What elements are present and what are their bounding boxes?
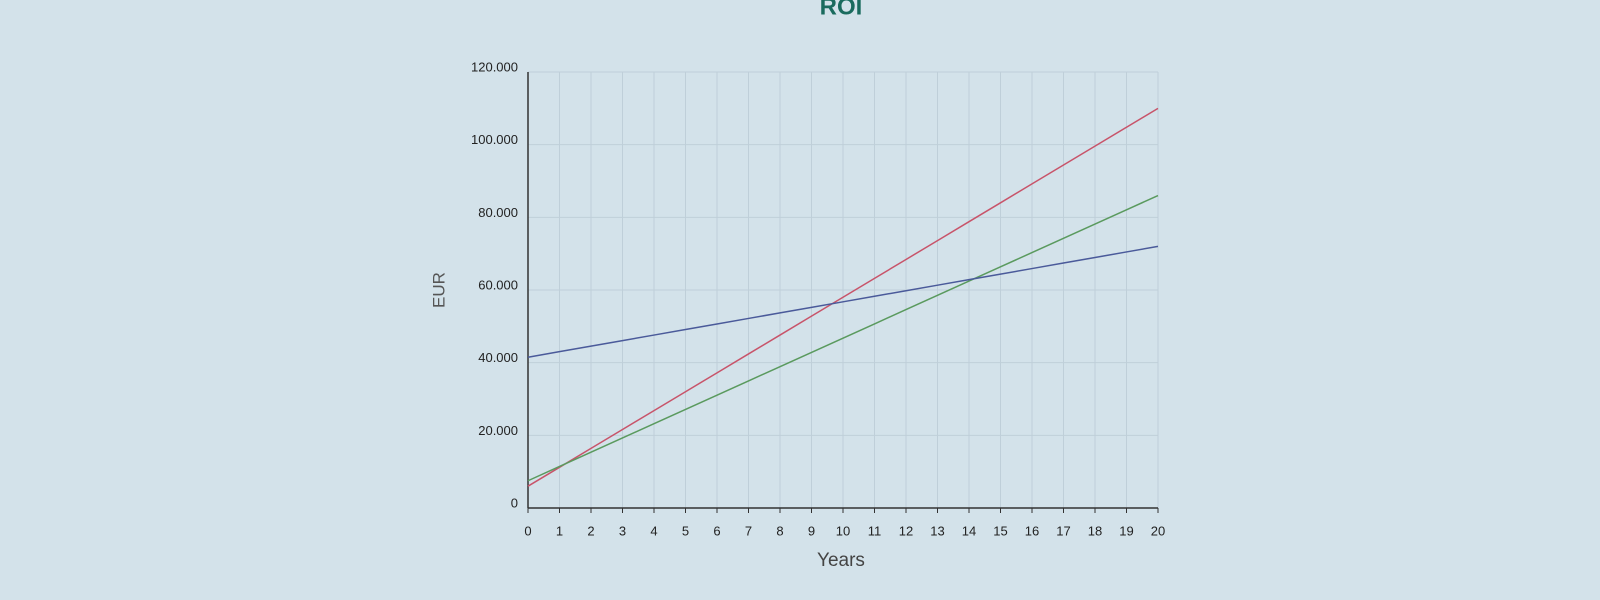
x-tick-label: 5 (682, 523, 689, 538)
x-tick-label: 1 (556, 523, 563, 538)
x-tick-label: 14 (962, 523, 976, 538)
x-tick-label: 12 (899, 523, 913, 538)
x-tick-label: 17 (1056, 523, 1070, 538)
x-tick-label: 0 (524, 523, 531, 538)
x-tick-label: 20 (1151, 523, 1165, 538)
y-tick-label: 0 (511, 495, 518, 510)
series-line (527, 194, 1159, 482)
y-tick-label: 120.000 (471, 59, 518, 74)
x-tick-label: 7 (745, 523, 752, 538)
x-tick-label: 9 (808, 523, 815, 538)
x-tick-label: 13 (930, 523, 944, 538)
y-tick-label: 100.000 (471, 132, 518, 147)
series-line (527, 245, 1159, 358)
chart-title: ROI (820, 0, 863, 20)
x-tick-label: 19 (1119, 523, 1133, 538)
y-tick-label: 80.000 (478, 205, 518, 220)
x-tick-label: 18 (1088, 523, 1102, 538)
x-tick-label: 10 (836, 523, 850, 538)
x-tick-label: 16 (1025, 523, 1039, 538)
y-axis-label: EUR (429, 272, 448, 308)
series-line (527, 107, 1159, 487)
y-tick-label: 60.000 (478, 277, 518, 292)
x-tick-label: 2 (587, 523, 594, 538)
x-tick-label: 8 (776, 523, 783, 538)
x-tick-label: 4 (650, 523, 657, 538)
x-axis-label: Years (817, 550, 865, 571)
x-tick-label: 6 (713, 523, 720, 538)
x-tick-label: 11 (868, 523, 882, 538)
x-tick-label: 15 (993, 523, 1007, 538)
y-tick-label: 40.000 (478, 350, 518, 365)
y-tick-label: 20.000 (478, 423, 518, 438)
x-tick-label: 3 (619, 523, 626, 538)
